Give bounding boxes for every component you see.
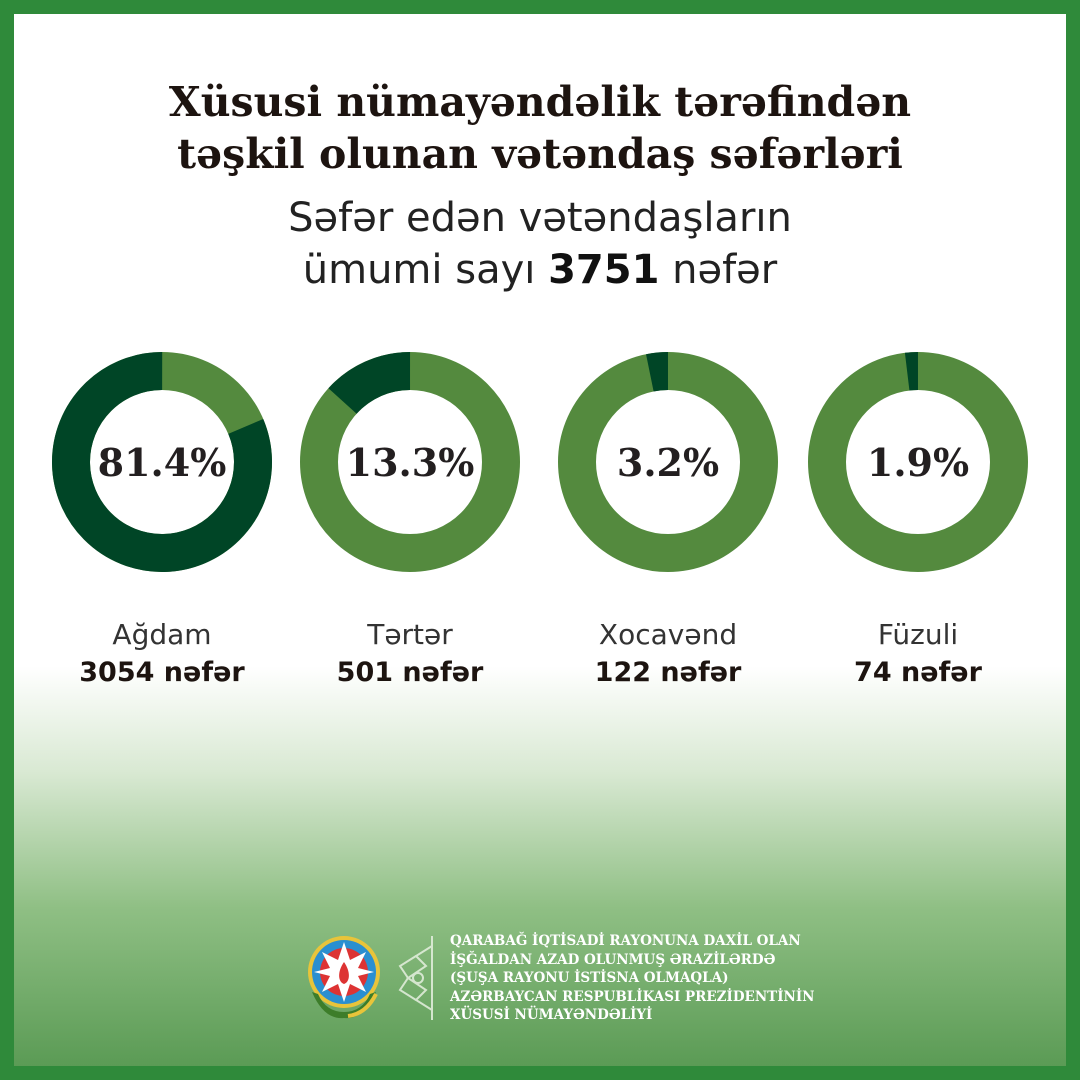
azerbaijan-emblem-icon [308, 936, 380, 1019]
donut-charts: 81.4% 13.3% 3.2% 1.9% [51, 351, 1028, 572]
donut-1: 13.3% [300, 352, 520, 572]
subtitle: Səfər edən vətəndaşların ümumi sayı 3751… [14, 192, 1066, 296]
donut-2: 3.2% [558, 351, 778, 572]
category-label: Füzuli 74 nəfər [798, 618, 1038, 688]
donut-highlight-slice [51, 352, 272, 572]
percent-label: 81.4% [98, 440, 227, 485]
organization-name: QARABAĞ İQTİSADİ RAYONUNA DAXİL OLAN İŞĞ… [450, 932, 815, 1025]
category-count: 3054 nəfər [79, 657, 245, 688]
percent-label: 3.2% [617, 440, 719, 485]
footer: QARABAĞ İQTİSADİ RAYONUNA DAXİL OLAN İŞĞ… [304, 932, 815, 1025]
subtitle-line-2: ümumi sayı 3751 nəfər [14, 244, 1066, 296]
category-name: Ağdam [112, 618, 212, 651]
category-label: Xocavənd 122 nəfər [548, 618, 788, 688]
org-line: İŞĞALDAN AZAD OLUNMUŞ ƏRAZİLƏRDƏ [450, 951, 776, 968]
org-line: AZƏRBAYCAN RESPUBLİKASI PREZİDENTİNİN [450, 988, 815, 1005]
total-count: 3751 [548, 247, 660, 293]
donut-rest-slice [558, 352, 778, 572]
category-count: 501 nəfər [336, 657, 484, 688]
org-line: QARABAĞ İQTİSADİ RAYONUNA DAXİL OLAN [450, 933, 801, 949]
category-count: 122 nəfər [594, 657, 742, 688]
org-line: XÜSUSİ NÜMAYƏNDƏLİYİ [450, 1007, 653, 1023]
ornament-icon [398, 936, 433, 1021]
category-name: Füzuli [877, 618, 959, 651]
page-title: Xüsusi nümayəndəlik tərəfindən təşkil ol… [14, 76, 1066, 180]
category-label: Tərtər 501 nəfər [290, 618, 530, 688]
donut-3: 1.9% [808, 352, 1028, 572]
category-label: Ağdam 3054 nəfər [42, 618, 282, 688]
category-count: 74 nəfər [854, 657, 982, 688]
donut-0: 81.4% [51, 352, 272, 572]
title-line-2: təşkil olunan vətəndaş səfərləri [177, 130, 903, 178]
subtitle-line-1: Səfər edən vətəndaşların [288, 195, 792, 241]
donut-rest-slice [808, 352, 1028, 572]
percent-label: 13.3% [346, 440, 475, 485]
percent-label: 1.9% [867, 440, 969, 485]
donut-highlight-slice [808, 352, 1028, 572]
subtitle-prefix: ümumi sayı [302, 247, 549, 293]
donut-highlight-slice [300, 352, 520, 572]
donut-highlight-slice [558, 351, 778, 572]
subtitle-suffix: nəfər [659, 247, 778, 293]
org-line: (ŞUŞA RAYONU İSTİSNA OLMAQLA) [450, 970, 729, 986]
title-line-1: Xüsusi nümayəndəlik tərəfindən [168, 78, 912, 126]
category-name: Xocavənd [598, 618, 738, 651]
category-name: Tərtər [367, 618, 453, 651]
